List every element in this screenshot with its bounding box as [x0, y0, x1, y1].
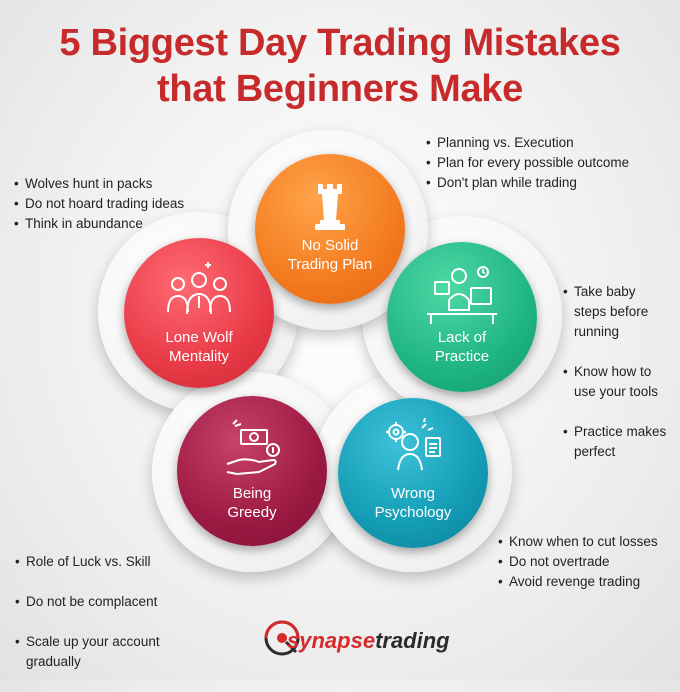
label-wrong-psychology-line2: Psychology — [374, 504, 452, 521]
label-lone-wolf-line2: Mentality — [168, 348, 230, 365]
team-people-icon — [167, 262, 231, 315]
disc-being-greedy: Being Greedy — [177, 396, 327, 546]
bullet-item: Avoid revenge trading — [498, 572, 658, 592]
bullets-lack-of-practice: Take baby steps before running Know how … — [563, 262, 666, 482]
disc-lone-wolf: Lone Wolf Mentality — [124, 238, 274, 388]
bullets-being-greedy: Role of Luck vs. Skill Do not be complac… — [15, 532, 160, 692]
chess-rook-icon — [315, 184, 345, 230]
label-lack-of-practice-line2: Practice — [434, 348, 490, 365]
bullets-no-solid-plan: Planning vs. Execution Plan for every po… — [426, 133, 629, 193]
hand-money-icon — [226, 419, 280, 476]
bullet-item: Do not overtrade — [498, 552, 658, 572]
disc-no-solid-plan: No Solid Trading Plan — [255, 154, 405, 304]
bullets-lone-wolf: Wolves hunt in packs Do not hoard tradin… — [14, 174, 184, 234]
bullet-item: Know when to cut losses — [498, 532, 658, 552]
label-lack-of-practice-line1: Lack of — [437, 329, 487, 346]
bullet-item: Practice makes perfect — [563, 422, 666, 462]
bullet-item: Do not be complacent — [15, 592, 160, 612]
label-lone-wolf-line1: Lone Wolf — [165, 329, 233, 346]
bullet-item: Know how to use your tools — [563, 362, 666, 402]
trader-at-desk-icon — [427, 266, 497, 324]
disc-lack-of-practice: Lack of Practice — [387, 242, 537, 392]
bullet-item: Scale up your account gradually — [15, 632, 160, 672]
logo-mark-icon — [264, 620, 300, 656]
bullet-item: Wolves hunt in packs — [14, 174, 184, 194]
logo-text-part1: synapse — [287, 628, 375, 653]
bullet-item: Do not hoard trading ideas — [14, 194, 184, 214]
logo-text-part2: trading — [375, 628, 450, 653]
synapsetrading-logo: synapsetrading — [264, 620, 450, 656]
label-no-solid-plan-line2: Trading Plan — [287, 256, 373, 273]
title-line-1: 5 Biggest Day Trading Mistakes — [59, 22, 621, 64]
label-being-greedy-line2: Greedy — [227, 504, 277, 521]
title-line-2: that Beginners Make — [157, 68, 523, 110]
bullet-item: Don't plan while trading — [426, 173, 629, 193]
gear-head-icon — [386, 417, 441, 471]
disc-wrong-psychology: Wrong Psychology — [338, 398, 488, 548]
bullet-item: Plan for every possible outcome — [426, 153, 629, 173]
bullet-item: Planning vs. Execution — [426, 133, 629, 153]
bullet-item: Think in abundance — [14, 214, 184, 234]
bullet-item: Role of Luck vs. Skill — [15, 552, 160, 572]
page-title: 5 Biggest Day Trading Mistakes that Begi… — [0, 20, 680, 112]
bullets-wrong-psychology: Know when to cut losses Do not overtrade… — [498, 532, 658, 592]
label-no-solid-plan-line1: No Solid — [301, 237, 359, 254]
svg-text:synapsetrading: synapsetrading — [287, 628, 450, 653]
bullet-item: Take baby steps before running — [563, 282, 666, 342]
label-wrong-psychology-line1: Wrong — [391, 485, 435, 502]
label-being-greedy-line1: Being — [232, 485, 272, 502]
